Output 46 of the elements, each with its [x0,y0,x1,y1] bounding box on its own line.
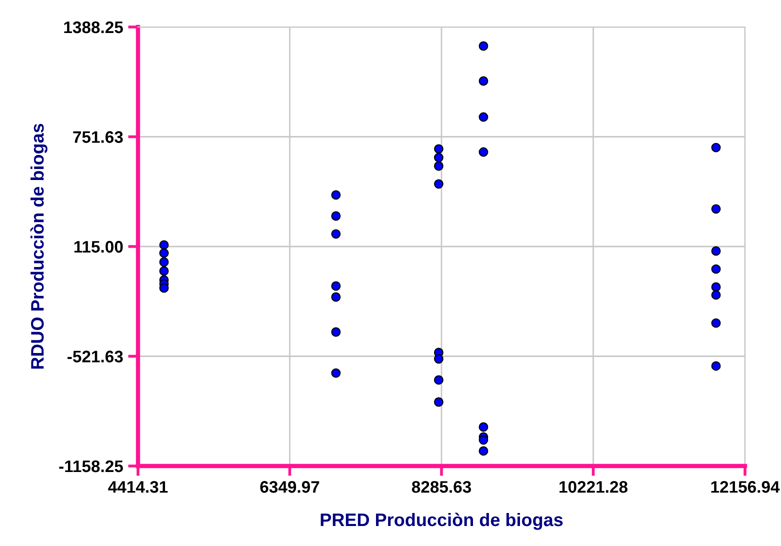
point [159,240,169,250]
point [711,282,721,292]
x-axis-title: PRED Producciòn de biogas [320,512,563,530]
point [331,327,341,337]
point [159,283,169,293]
point [711,264,721,274]
point [478,435,488,445]
y-tick-label: 1388.25 [64,21,123,34]
point [331,229,341,239]
point [434,152,444,162]
x-tick-label: 12156.94 [711,481,780,493]
x-tick-label: 4414.31 [108,481,168,493]
point [478,41,488,51]
point [711,361,721,371]
point [434,354,444,364]
point [434,375,444,385]
point [434,144,444,154]
x-tick-label: 8285.63 [412,481,472,493]
point [478,147,488,157]
x-tick-label: 6349.97 [260,481,320,493]
point [434,179,444,189]
point [331,211,341,221]
point [711,204,721,214]
point [478,112,488,122]
point [434,161,444,171]
y-tick-label: 751.63 [73,131,123,143]
point [711,290,721,300]
point [159,257,169,267]
y-axis-title: RDUO Producciòn de biogas [30,124,48,369]
point [711,246,721,256]
point [331,292,341,302]
y-tick-label: 115.00 [74,240,123,253]
point [159,266,169,276]
point [434,397,444,407]
point [478,446,488,456]
point [159,248,169,258]
point [331,190,341,200]
point [331,281,341,291]
point [331,368,341,378]
point [711,318,721,328]
y-tick-label: -1158.25 [59,460,123,472]
y-tick-label: -521.63 [68,350,123,362]
point [478,76,488,86]
point [711,142,721,152]
point [478,422,488,432]
x-tick-label: 10221.28 [560,481,628,493]
